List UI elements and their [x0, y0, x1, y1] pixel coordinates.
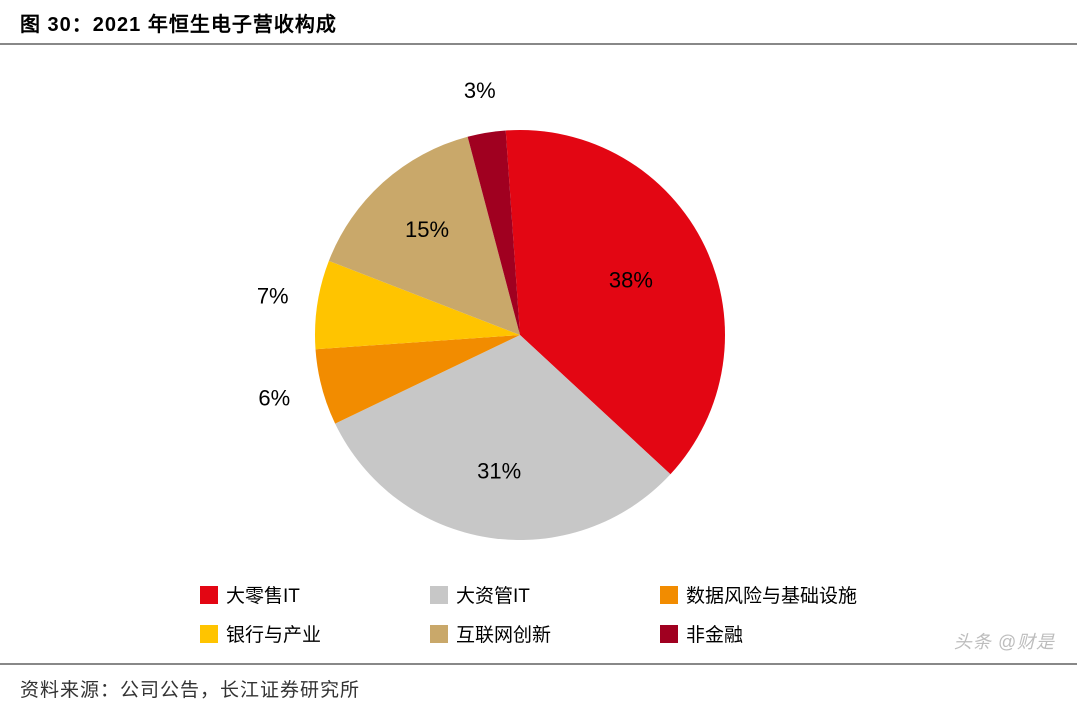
- chart-legend: 大零售IT 大资管IT 数据风险与基础设施银行与产业 互联网创新 非金融: [0, 565, 1077, 663]
- pie-slice-label: 7%: [257, 283, 289, 308]
- pie-slice-label: 3%: [464, 78, 496, 103]
- pie-slice-label: 31%: [477, 459, 521, 484]
- legend-item: 大零售IT: [200, 575, 430, 614]
- pie-chart-area: 38% 31% 6% 7% 15% 3%: [0, 45, 1077, 565]
- legend-label: 银行与产业: [226, 620, 321, 647]
- legend-swatch: [200, 586, 218, 604]
- legend-label: 非金融: [686, 620, 743, 647]
- legend-swatch: [200, 625, 218, 643]
- legend-label: 互联网创新: [456, 620, 551, 647]
- legend-swatch: [430, 586, 448, 604]
- legend-item: 互联网创新: [430, 614, 660, 653]
- pie-slice-label: 6%: [258, 386, 290, 411]
- legend-item: 银行与产业: [200, 614, 430, 653]
- legend-swatch: [660, 625, 678, 643]
- figure-title: 图 30：2021 年恒生电子营收构成: [0, 0, 1077, 45]
- legend-swatch: [430, 625, 448, 643]
- pie-slice-label: 38%: [609, 268, 653, 293]
- pie-slice-label: 15%: [405, 217, 449, 242]
- source-line: 资料来源：公司公告，长江证券研究所: [0, 663, 1077, 712]
- legend-item: 大资管IT: [430, 575, 660, 614]
- legend-label: 大资管IT: [456, 581, 530, 608]
- legend-label: 数据风险与基础设施: [686, 581, 857, 608]
- pie-chart: 38% 31% 6% 7% 15% 3%: [0, 45, 1077, 565]
- legend-item: 数据风险与基础设施: [660, 575, 890, 614]
- legend-label: 大零售IT: [226, 581, 300, 608]
- legend-item: 非金融: [660, 614, 890, 653]
- legend-swatch: [660, 586, 678, 604]
- watermark: 头条 @财是: [954, 628, 1055, 654]
